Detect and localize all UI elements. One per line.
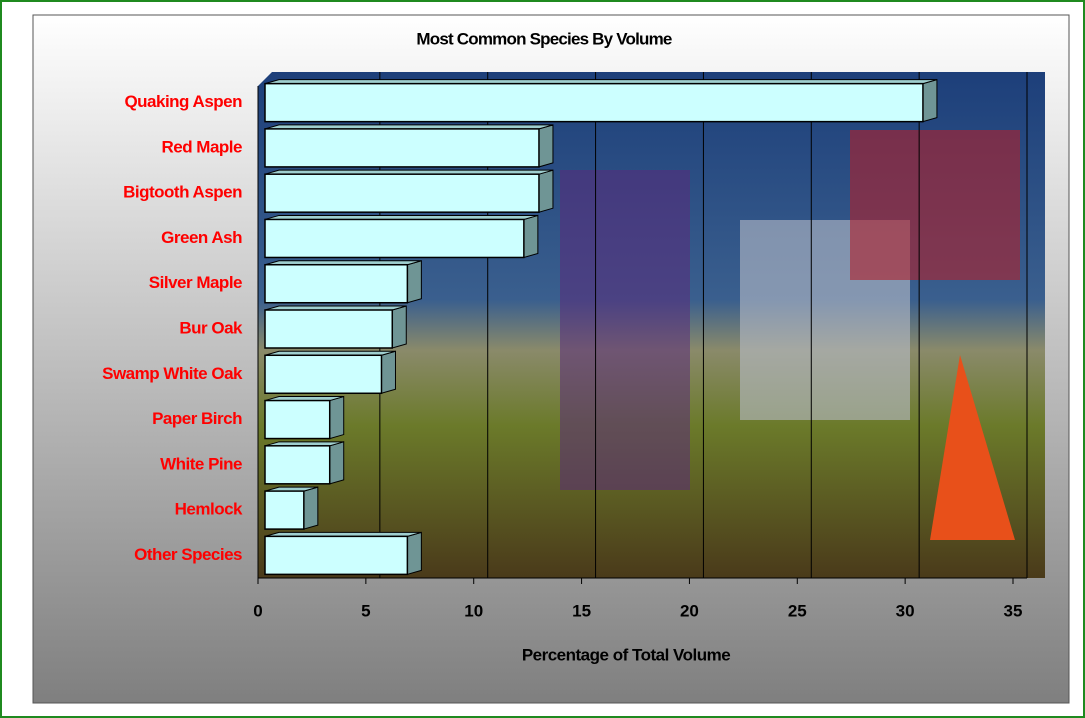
x-tick-label: 35 <box>1004 601 1023 620</box>
bar <box>265 536 407 574</box>
x-tick-label: 15 <box>572 601 591 620</box>
x-tick-label: 0 <box>253 601 262 620</box>
bar <box>265 491 304 529</box>
y-tick-label: Quaking Aspen <box>124 92 242 111</box>
bar-side <box>392 306 406 348</box>
bar <box>265 129 539 167</box>
bar-side <box>407 532 421 574</box>
y-tick-label: Swamp White Oak <box>102 364 243 383</box>
bar-side <box>923 80 937 122</box>
bar-side <box>539 125 553 167</box>
y-tick-label: Red Maple <box>161 137 242 156</box>
bar <box>265 401 330 439</box>
bar <box>265 446 330 484</box>
x-tick-label: 25 <box>788 601 807 620</box>
y-tick-label: Bigtooth Aspen <box>123 183 242 202</box>
bar <box>265 174 539 212</box>
photo-detail <box>850 130 1020 280</box>
y-tick-label: Paper Birch <box>152 409 242 428</box>
photo-detail <box>560 170 690 490</box>
y-tick-label: Bur Oak <box>179 318 243 337</box>
bar-side <box>539 170 553 212</box>
x-tick-label: 30 <box>896 601 915 620</box>
bar-side <box>330 397 344 439</box>
y-tick-label: Green Ash <box>161 228 242 247</box>
bar-side <box>381 351 395 393</box>
bar <box>265 84 923 122</box>
x-tick-label: 10 <box>464 601 483 620</box>
chart-title: Most Common Species By Volume <box>416 29 671 48</box>
y-tick-label: Silver Maple <box>149 273 242 292</box>
bar-side <box>304 487 318 529</box>
bar-side <box>524 215 538 257</box>
x-tick-label: 20 <box>680 601 699 620</box>
x-tick-label: 5 <box>361 601 370 620</box>
y-tick-label: Hemlock <box>175 500 243 519</box>
y-tick-label: Other Species <box>134 545 242 564</box>
y-tick-label: White Pine <box>160 454 242 473</box>
bar <box>265 265 407 303</box>
bar <box>265 219 524 257</box>
bar <box>265 355 381 393</box>
bar <box>265 310 392 348</box>
x-axis-title: Percentage of Total Volume <box>522 645 730 664</box>
chart: Most Common Species By Volume Percentage… <box>0 0 1085 718</box>
bar-side <box>407 261 421 303</box>
bar-side <box>330 442 344 484</box>
page: Most Common Species By Volume Percentage… <box>0 0 1085 718</box>
